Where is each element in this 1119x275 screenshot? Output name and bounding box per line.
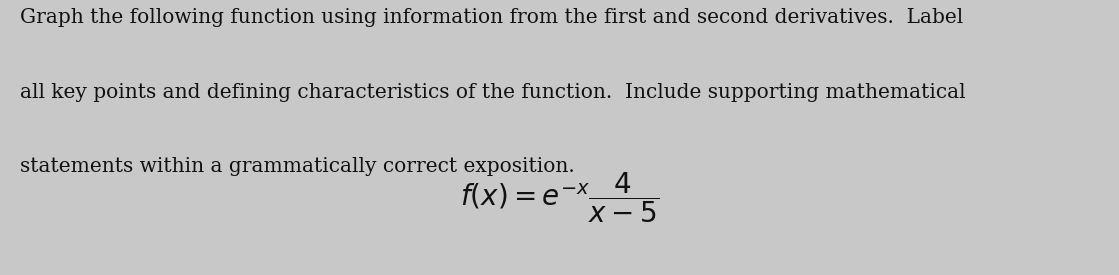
Text: all key points and defining characteristics of the function.  Include supporting: all key points and defining characterist…	[20, 82, 966, 101]
Text: $f(x) = e^{-x}\dfrac{4}{x-5}$: $f(x) = e^{-x}\dfrac{4}{x-5}$	[460, 171, 659, 225]
Text: Graph the following function using information from the first and second derivat: Graph the following function using infor…	[20, 8, 963, 27]
Text: statements within a grammatically correct exposition.: statements within a grammatically correc…	[20, 157, 575, 176]
